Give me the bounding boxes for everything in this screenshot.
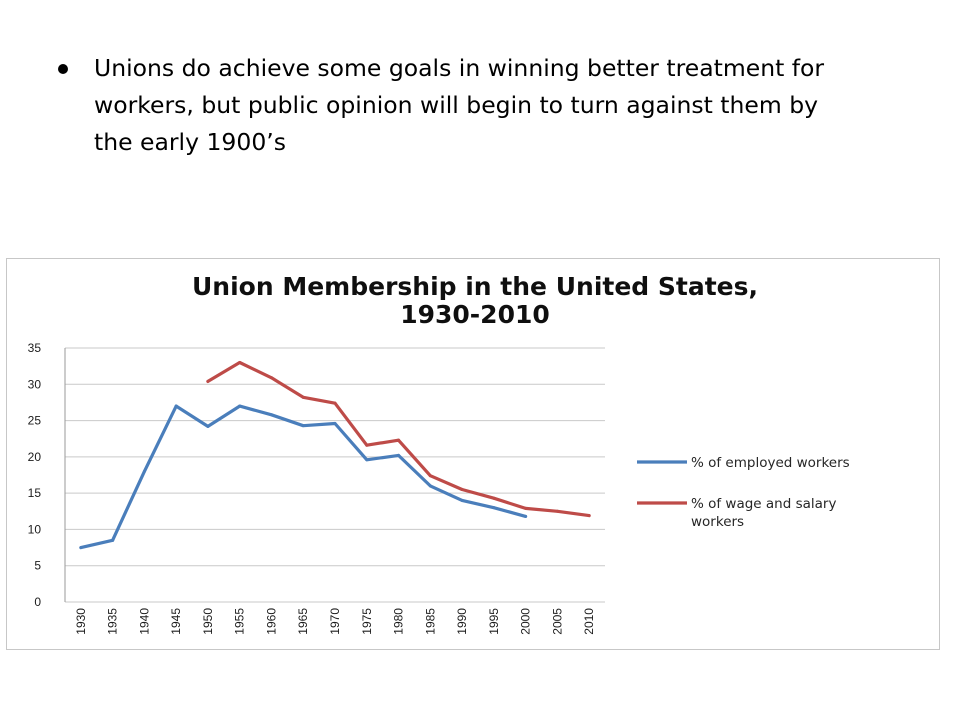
plot-series [79, 360, 591, 550]
x-tick-label: 2000 [519, 608, 533, 635]
data-point [79, 546, 83, 550]
x-tick-label: 1930 [74, 608, 88, 635]
y-axis: 0 5 10 15 20 25 30 35 [28, 341, 66, 609]
legend-label-wage-salary-line2: workers [691, 514, 744, 530]
data-point [238, 361, 242, 365]
y-tick-label: 15 [28, 486, 42, 500]
x-tick-label: 1940 [137, 608, 151, 635]
x-tick-label: 2010 [582, 608, 596, 635]
bullet-marker [58, 64, 68, 74]
data-point [365, 458, 369, 462]
x-tick-label: 1950 [201, 608, 215, 635]
x-tick-label: 1960 [264, 608, 278, 635]
chart-title-line-1: Union Membership in the United States, [192, 272, 758, 301]
data-point [428, 474, 432, 478]
y-tick-label: 0 [34, 595, 41, 609]
data-point [492, 506, 496, 510]
data-point [111, 538, 115, 542]
data-point [269, 376, 273, 380]
data-point [238, 404, 242, 408]
gridlines [65, 347, 605, 603]
y-tick-label: 10 [28, 522, 42, 536]
data-point [555, 509, 559, 513]
data-point [460, 488, 464, 492]
x-tick-label: 1980 [392, 608, 406, 635]
data-point [492, 496, 496, 500]
data-point [333, 421, 337, 425]
data-point [142, 469, 146, 473]
data-point [524, 514, 528, 518]
y-tick-label: 5 [34, 559, 41, 573]
x-tick-label: 1985 [423, 608, 437, 635]
data-point [301, 395, 305, 399]
x-tick-label: 1935 [106, 608, 120, 635]
x-tick-label: 1955 [233, 608, 247, 635]
data-point [206, 424, 210, 428]
bullet-point: Unions do achieve some goals in winning … [58, 50, 858, 161]
chart-title-line-2: 1930-2010 [400, 300, 550, 329]
x-tick-label: 2005 [550, 608, 564, 635]
legend-label-wage-salary: % of wage and salary [691, 496, 836, 512]
y-tick-label: 30 [28, 377, 42, 391]
data-point [397, 438, 401, 442]
data-point [206, 379, 210, 383]
y-tick-label: 20 [28, 450, 42, 464]
bullet-text: Unions do achieve some goals in winning … [94, 54, 825, 156]
series-line-1 [79, 404, 528, 550]
x-tick-label: 1990 [455, 608, 469, 635]
data-point [269, 413, 273, 417]
data-point [428, 484, 432, 488]
x-axis: 1930 1935 1940 1945 1950 1955 1960 1965 1970 1975… [74, 608, 596, 635]
y-tick-label: 35 [28, 341, 42, 355]
data-point [174, 404, 178, 408]
legend-label-employed: % of employed workers [691, 455, 850, 471]
x-tick-label: 1975 [360, 608, 374, 635]
x-tick-label: 1965 [296, 608, 310, 635]
x-tick-label: 1945 [169, 608, 183, 635]
y-tick-label: 25 [28, 414, 42, 428]
x-tick-label: 1995 [487, 608, 501, 635]
legend: % of employed workers % of wage and salar… [637, 455, 850, 530]
x-tick-label: 1970 [328, 608, 342, 635]
chart-container: Union Membership in the United States, 1… [6, 258, 940, 650]
union-membership-chart: Union Membership in the United States, 1… [28, 272, 850, 635]
data-point [301, 424, 305, 428]
data-point [333, 401, 337, 405]
data-point [460, 498, 464, 502]
data-point [397, 453, 401, 457]
data-point [524, 506, 528, 510]
data-point [365, 443, 369, 447]
data-point [587, 514, 591, 518]
